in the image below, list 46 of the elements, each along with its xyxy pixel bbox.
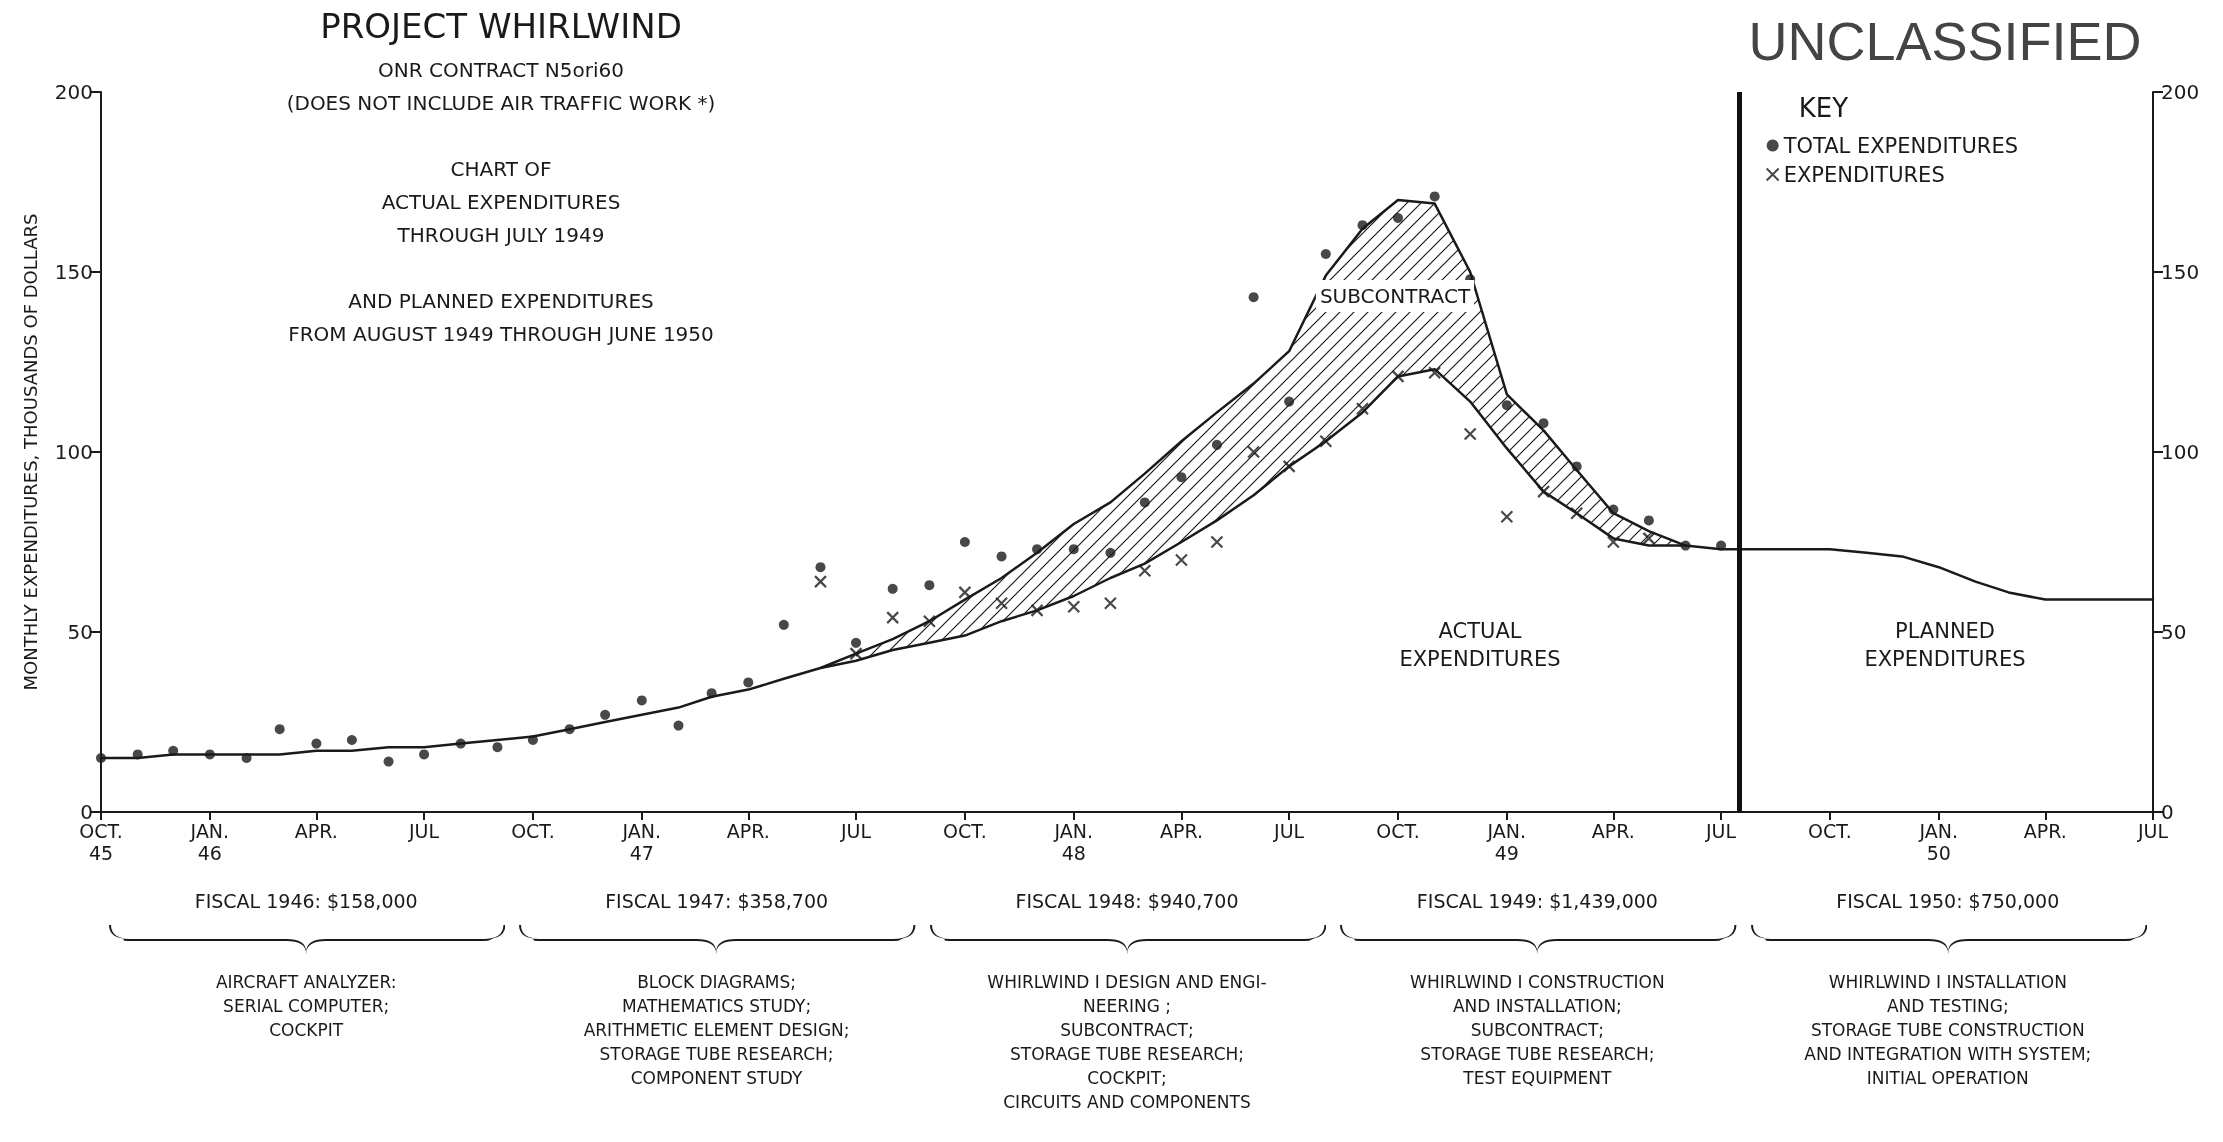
text: FISCAL 1948: $940,700 <box>1015 890 1239 912</box>
annotation: PLANNED EXPENDITURES <box>1864 619 2026 671</box>
text: WHIRLWIND I INSTALLATION AND TESTING; STORAGE TUBE CONSTRUCTION AND INTEGRATION WITH SYSTEM; INITIAL OPERATION <box>1804 971 2092 1090</box>
annotation: SUBCONTRACT <box>1319 284 1471 308</box>
text: FISCAL 1947: $358,700 <box>605 890 829 912</box>
text: WHIRLWIND I CONSTRUCTION AND INSTALLATION; SUBCONTRACT; STORAGE TUBE RESEARCH; TEST EQUIPMENT <box>1410 971 1665 1090</box>
x-tick-label: JUL <box>408 820 440 842</box>
text: WHIRLWIND I DESIGN AND ENGI- NEERING ; SUBCONTRACT; STORAGE TUBE RESEARCH; COCKPIT; CIRCUITS AND COMPONENTS <box>987 971 1267 1114</box>
x-tick-label: APR. <box>726 820 770 842</box>
y2-tick-label: 200 <box>2161 80 2200 104</box>
x-tick-label: APR. <box>1159 820 1203 842</box>
x-tick-label: APR. <box>2023 820 2067 842</box>
y2-tick-label: 100 <box>2161 440 2200 464</box>
chart-title: PROJECT WHIRLWIND <box>320 6 682 46</box>
text: UNCLASSIFIED <box>1748 10 2142 72</box>
x-tick-label: JAN. 47 <box>621 820 662 864</box>
text: FISCAL 1949: $1,439,000 <box>1416 890 1658 912</box>
legend-label: TOTAL EXPENDITURES <box>1782 133 2018 158</box>
text: ONR CONTRACT N5ori60 (DOES NOT INCLUDE AIR TRAFFIC WORK *) CHART OF ACTUAL EXPENDITURES THROUGH JULY 1949 AND PLANNED EXPENDITURES FROM AUGUST 1949 THROUGH JUNE 1950 <box>286 57 716 346</box>
x-tick-label: APR. <box>294 820 338 842</box>
y-tick-label: 200 <box>54 80 93 104</box>
x-tick-label: JAN. 48 <box>1053 820 1094 864</box>
x-tick-label: APR. <box>1591 820 1635 842</box>
y2-tick-label: 150 <box>2161 260 2200 284</box>
text: FISCAL 1946: $158,000 <box>194 890 418 912</box>
x-tick-label: JUL <box>839 820 872 842</box>
y-axis-title: MONTHLY EXPENDITURES, THOUSANDS OF DOLLARS <box>19 213 41 691</box>
x-tick-label: JUL <box>1273 820 1305 842</box>
x-tick-label: OCT. <box>1808 820 1852 842</box>
y-tick-label: 50 <box>67 620 93 644</box>
annotation: ACTUAL EXPENDITURES <box>1399 619 1561 671</box>
x-tick-label: JAN. 49 <box>1486 820 1527 864</box>
x-tick-label: OCT. <box>943 820 987 842</box>
x-tick-label: JAN. 50 <box>1918 820 1959 864</box>
text: BLOCK DIAGRAMS; MATHEMATICS STUDY; ARITHMETIC ELEMENT DESIGN; STORAGE TUBE RESEARCH; COMPONENT STUDY <box>583 971 850 1090</box>
x-tick-label: JUL <box>1705 820 1737 842</box>
y2-tick-label: 50 <box>2161 620 2187 644</box>
text: AIRCRAFT ANALYZER: SERIAL COMPUTER; COCKPIT <box>215 971 397 1042</box>
y-tick-label: 100 <box>54 440 93 464</box>
y-tick-label: 150 <box>54 260 93 284</box>
legend-label: EXPENDITURES <box>1783 162 1945 187</box>
text: FISCAL 1950: $750,000 <box>1836 890 2060 912</box>
x-tick-label: JAN. 46 <box>189 820 230 864</box>
x-tick-label: OCT. <box>1376 820 1420 842</box>
legend-title: KEY <box>1798 93 1849 123</box>
x-tick-label: OCT. <box>511 820 555 842</box>
